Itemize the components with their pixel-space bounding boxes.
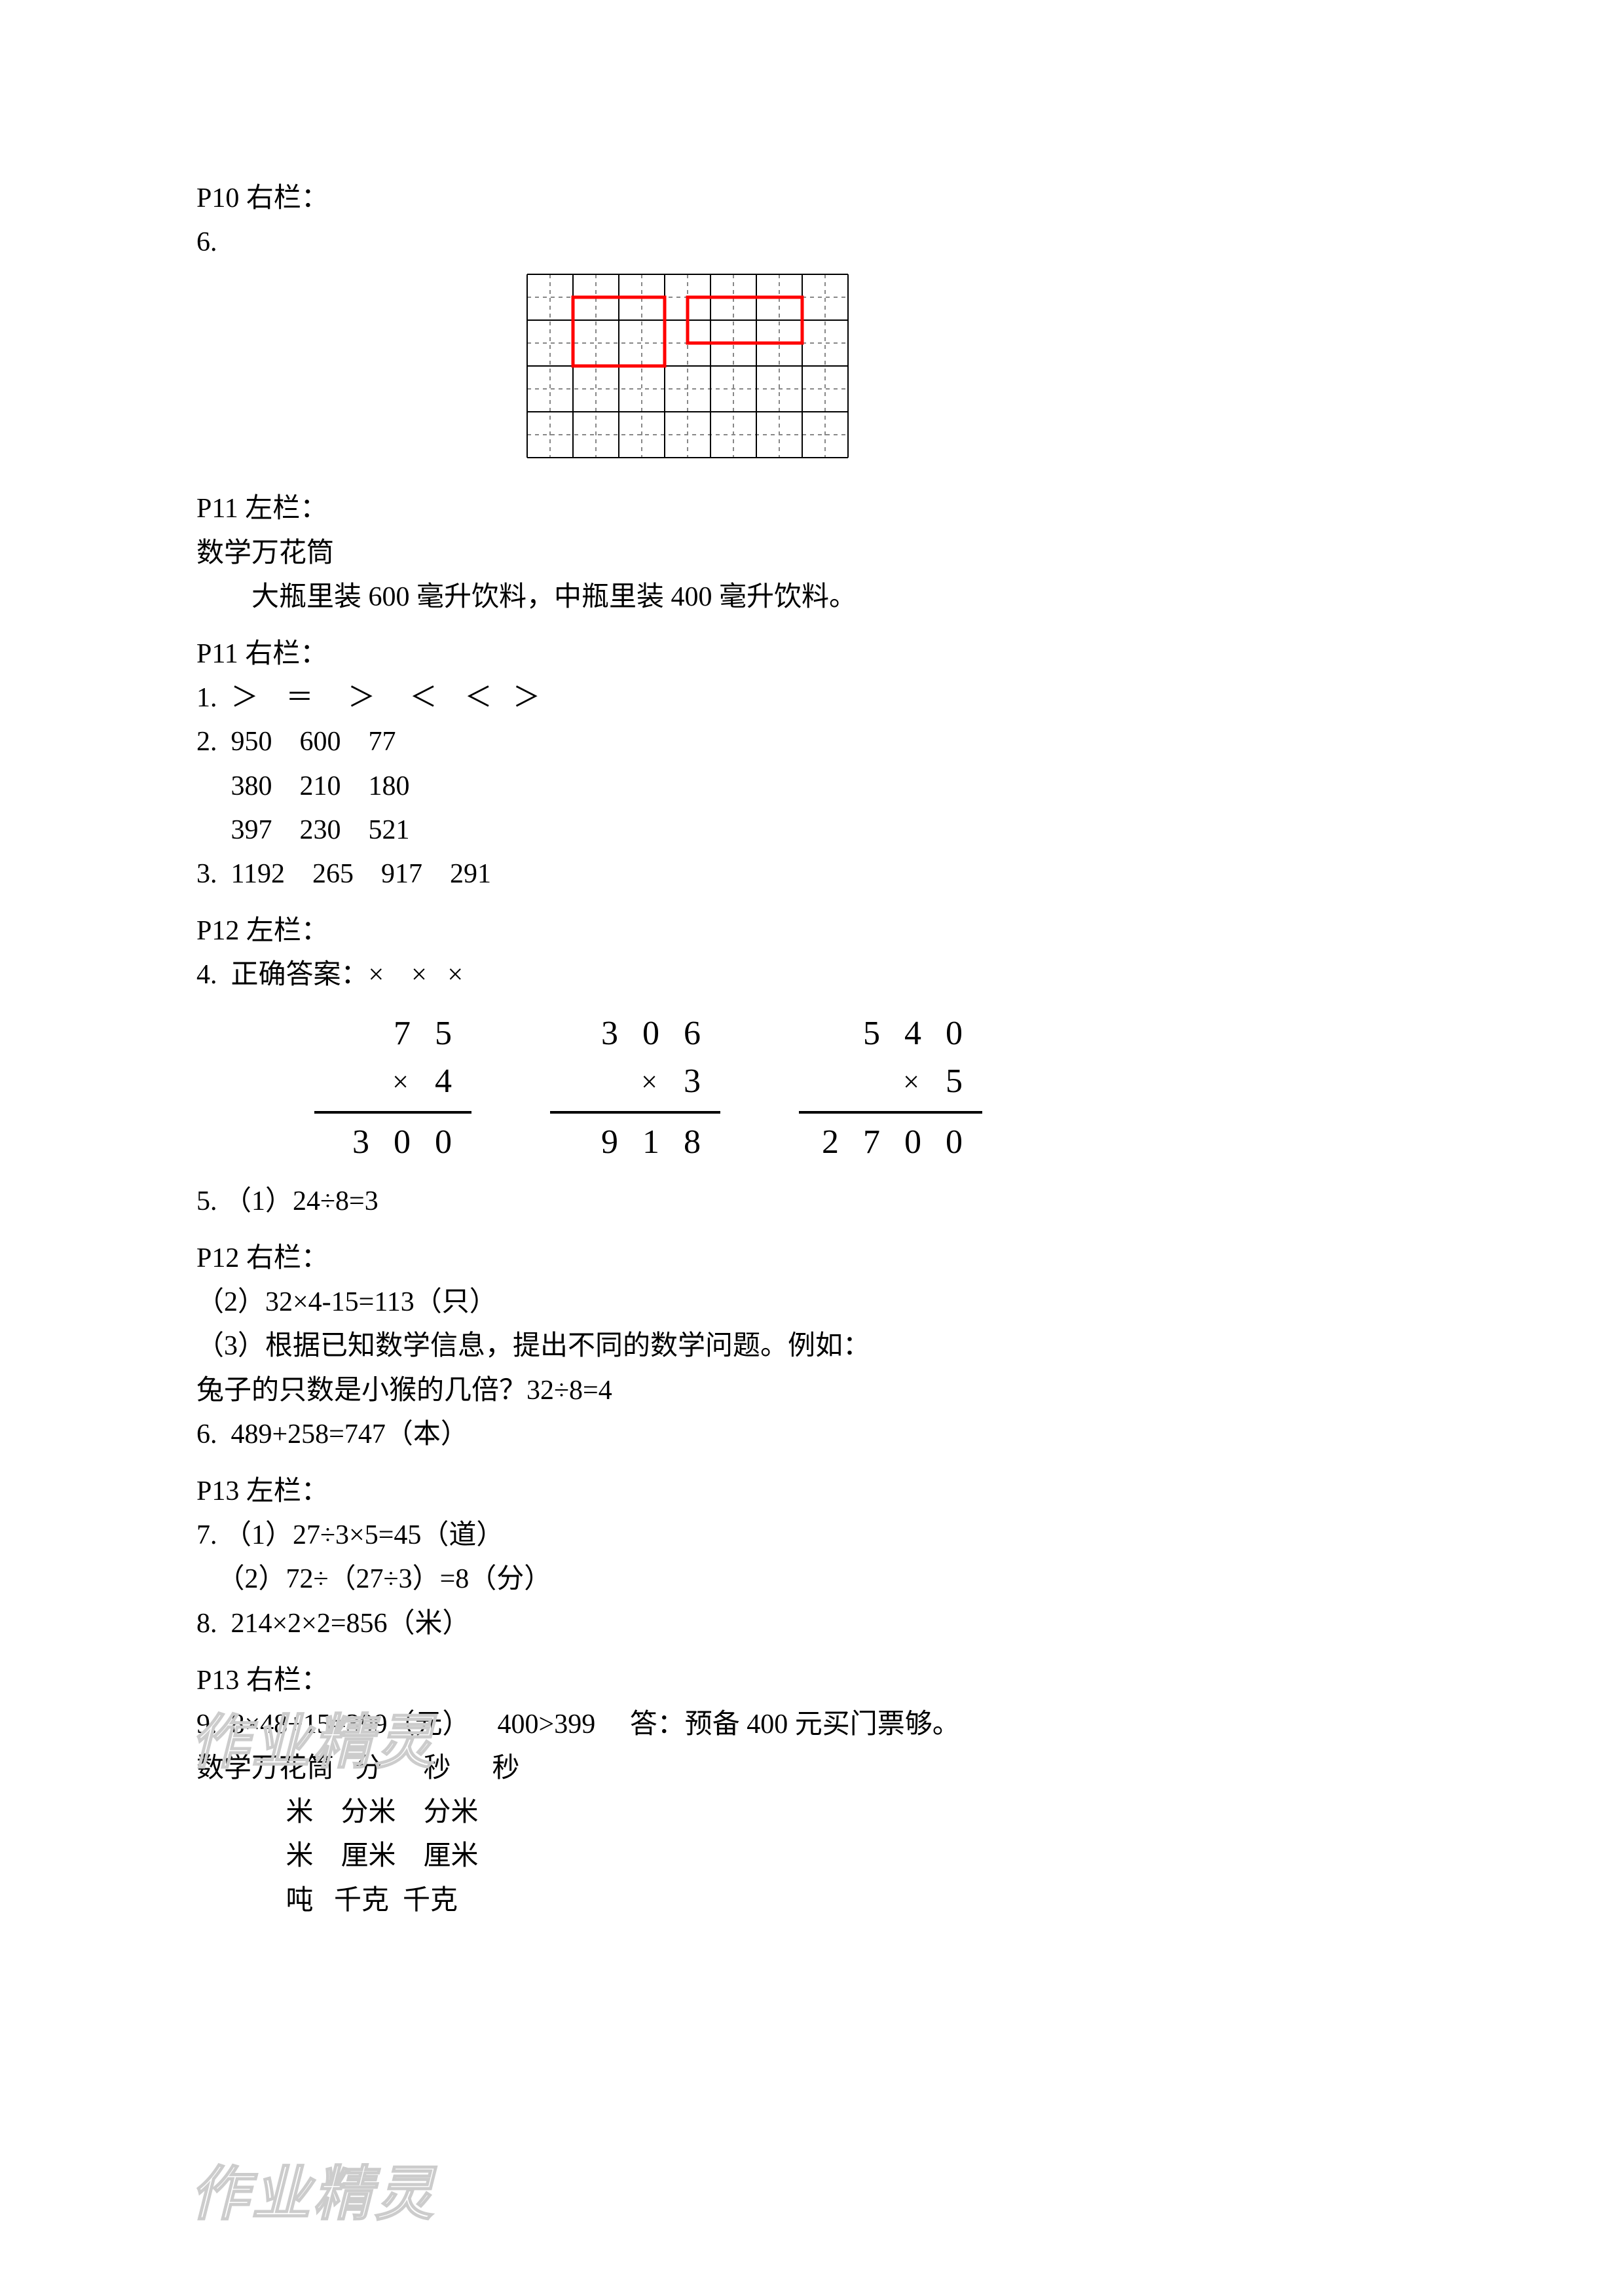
- grid-svg: [524, 271, 851, 461]
- p13l-l7a: 7. （1）27÷3×5=45（道）: [196, 1514, 1428, 1558]
- mult-mid: ×4: [392, 1058, 471, 1106]
- multiplication-row: 7 5×43 0 03 0 6×39 1 85 4 0×52 7 0 0: [314, 1010, 1428, 1166]
- mult-mid: ×5: [903, 1058, 982, 1106]
- p13r-t4: 吨 千克 千克: [196, 1879, 1428, 1923]
- watermark-2: 作业精灵: [190, 2147, 436, 2242]
- p11r-heading: P11 右栏：: [196, 632, 1428, 676]
- p10-right-section: P10 右栏： 6.: [196, 177, 1428, 461]
- p12-left-section: P12 左栏： 4. 正确答案：× × × 7 5×43 0 03 0 6×39…: [196, 909, 1428, 1224]
- mult-sign: ×: [392, 1062, 409, 1102]
- grid-diagram: [524, 271, 1428, 461]
- p12r-l6: 6. 489+258=747（本）: [196, 1413, 1428, 1457]
- p12r-l3: （3）根据已知数学信息，提出不同的数学问题。例如：: [196, 1324, 1428, 1368]
- mult-factor: 4: [435, 1058, 460, 1106]
- mult-sign: ×: [641, 1062, 657, 1102]
- p11l-title: 数学万花筒: [196, 532, 1428, 575]
- mult-top: 3 0 6: [601, 1010, 720, 1058]
- p10r-heading: P10 右栏：: [196, 177, 1428, 221]
- p12r-l2: （2）32×4-15=113（只）: [196, 1281, 1428, 1324]
- p13-left-section: P13 左栏： 7. （1）27÷3×5=45（道） （2）72÷（27÷3）=…: [196, 1470, 1428, 1646]
- p11r-l2c: 397 230 521: [196, 809, 1428, 852]
- mult-top: 5 4 0: [863, 1010, 982, 1058]
- p11l-heading: P11 左栏：: [196, 487, 1428, 531]
- p12l-l5: 5. （1）24÷8=3: [196, 1180, 1428, 1224]
- mult-result: 2 7 0 0: [822, 1119, 982, 1167]
- watermark-1: 作业精灵: [190, 1696, 436, 1790]
- p13l-heading: P13 左栏：: [196, 1470, 1428, 1514]
- mult-line: [314, 1111, 471, 1114]
- mult-top: 7 5: [394, 1010, 471, 1058]
- p12r-heading: P12 右栏：: [196, 1237, 1428, 1281]
- mult-problem: 5 4 0×52 7 0 0: [799, 1010, 982, 1166]
- p11-left-section: P11 左栏： 数学万花筒 大瓶里装 600 毫升饮料，中瓶里装 400 毫升饮…: [196, 487, 1428, 619]
- p10r-item6: 6.: [196, 221, 1428, 264]
- p11-right-section: P11 右栏： 1. ＞ ＝ ＞ ＜ ＜ ＞ 2. 950 600 77 380…: [196, 632, 1428, 896]
- p11r-l1: 1. ＞ ＝ ＞ ＜ ＜ ＞: [196, 676, 1428, 720]
- mult-factor: 3: [684, 1058, 709, 1106]
- p11r-l2b: 380 210 180: [196, 765, 1428, 809]
- mult-mid: ×3: [641, 1058, 720, 1106]
- mult-result: 9 1 8: [601, 1119, 720, 1167]
- mult-sign: ×: [903, 1062, 919, 1102]
- mult-result: 3 0 0: [352, 1119, 471, 1167]
- p12l-l4: 4. 正确答案：× × ×: [196, 953, 1428, 997]
- p11r-l2: 2. 950 600 77: [196, 720, 1428, 764]
- p12r-l3b: 兔子的只数是小猴的几倍？32÷8=4: [196, 1369, 1428, 1413]
- p13r-t3: 米 厘米 厘米: [196, 1834, 1428, 1878]
- p12-right-section: P12 右栏： （2）32×4-15=113（只） （3）根据已知数学信息，提出…: [196, 1237, 1428, 1457]
- mult-factor: 5: [946, 1058, 970, 1106]
- p13l-l7b: （2）72÷（27÷3）=8（分）: [196, 1558, 1428, 1601]
- p12l-heading: P12 左栏：: [196, 909, 1428, 953]
- p11r-l3: 3. 1192 265 917 291: [196, 852, 1428, 896]
- mult-problem: 3 0 6×39 1 8: [550, 1010, 720, 1166]
- p11l-content: 大瓶里装 600 毫升饮料，中瓶里装 400 毫升饮料。: [196, 575, 1428, 619]
- p13l-l8: 8. 214×2×2=856（米）: [196, 1602, 1428, 1646]
- mult-line: [550, 1111, 720, 1114]
- mult-line: [799, 1111, 982, 1114]
- p13r-t2: 米 分米 分米: [196, 1791, 1428, 1834]
- mult-problem: 7 5×43 0 0: [314, 1010, 471, 1166]
